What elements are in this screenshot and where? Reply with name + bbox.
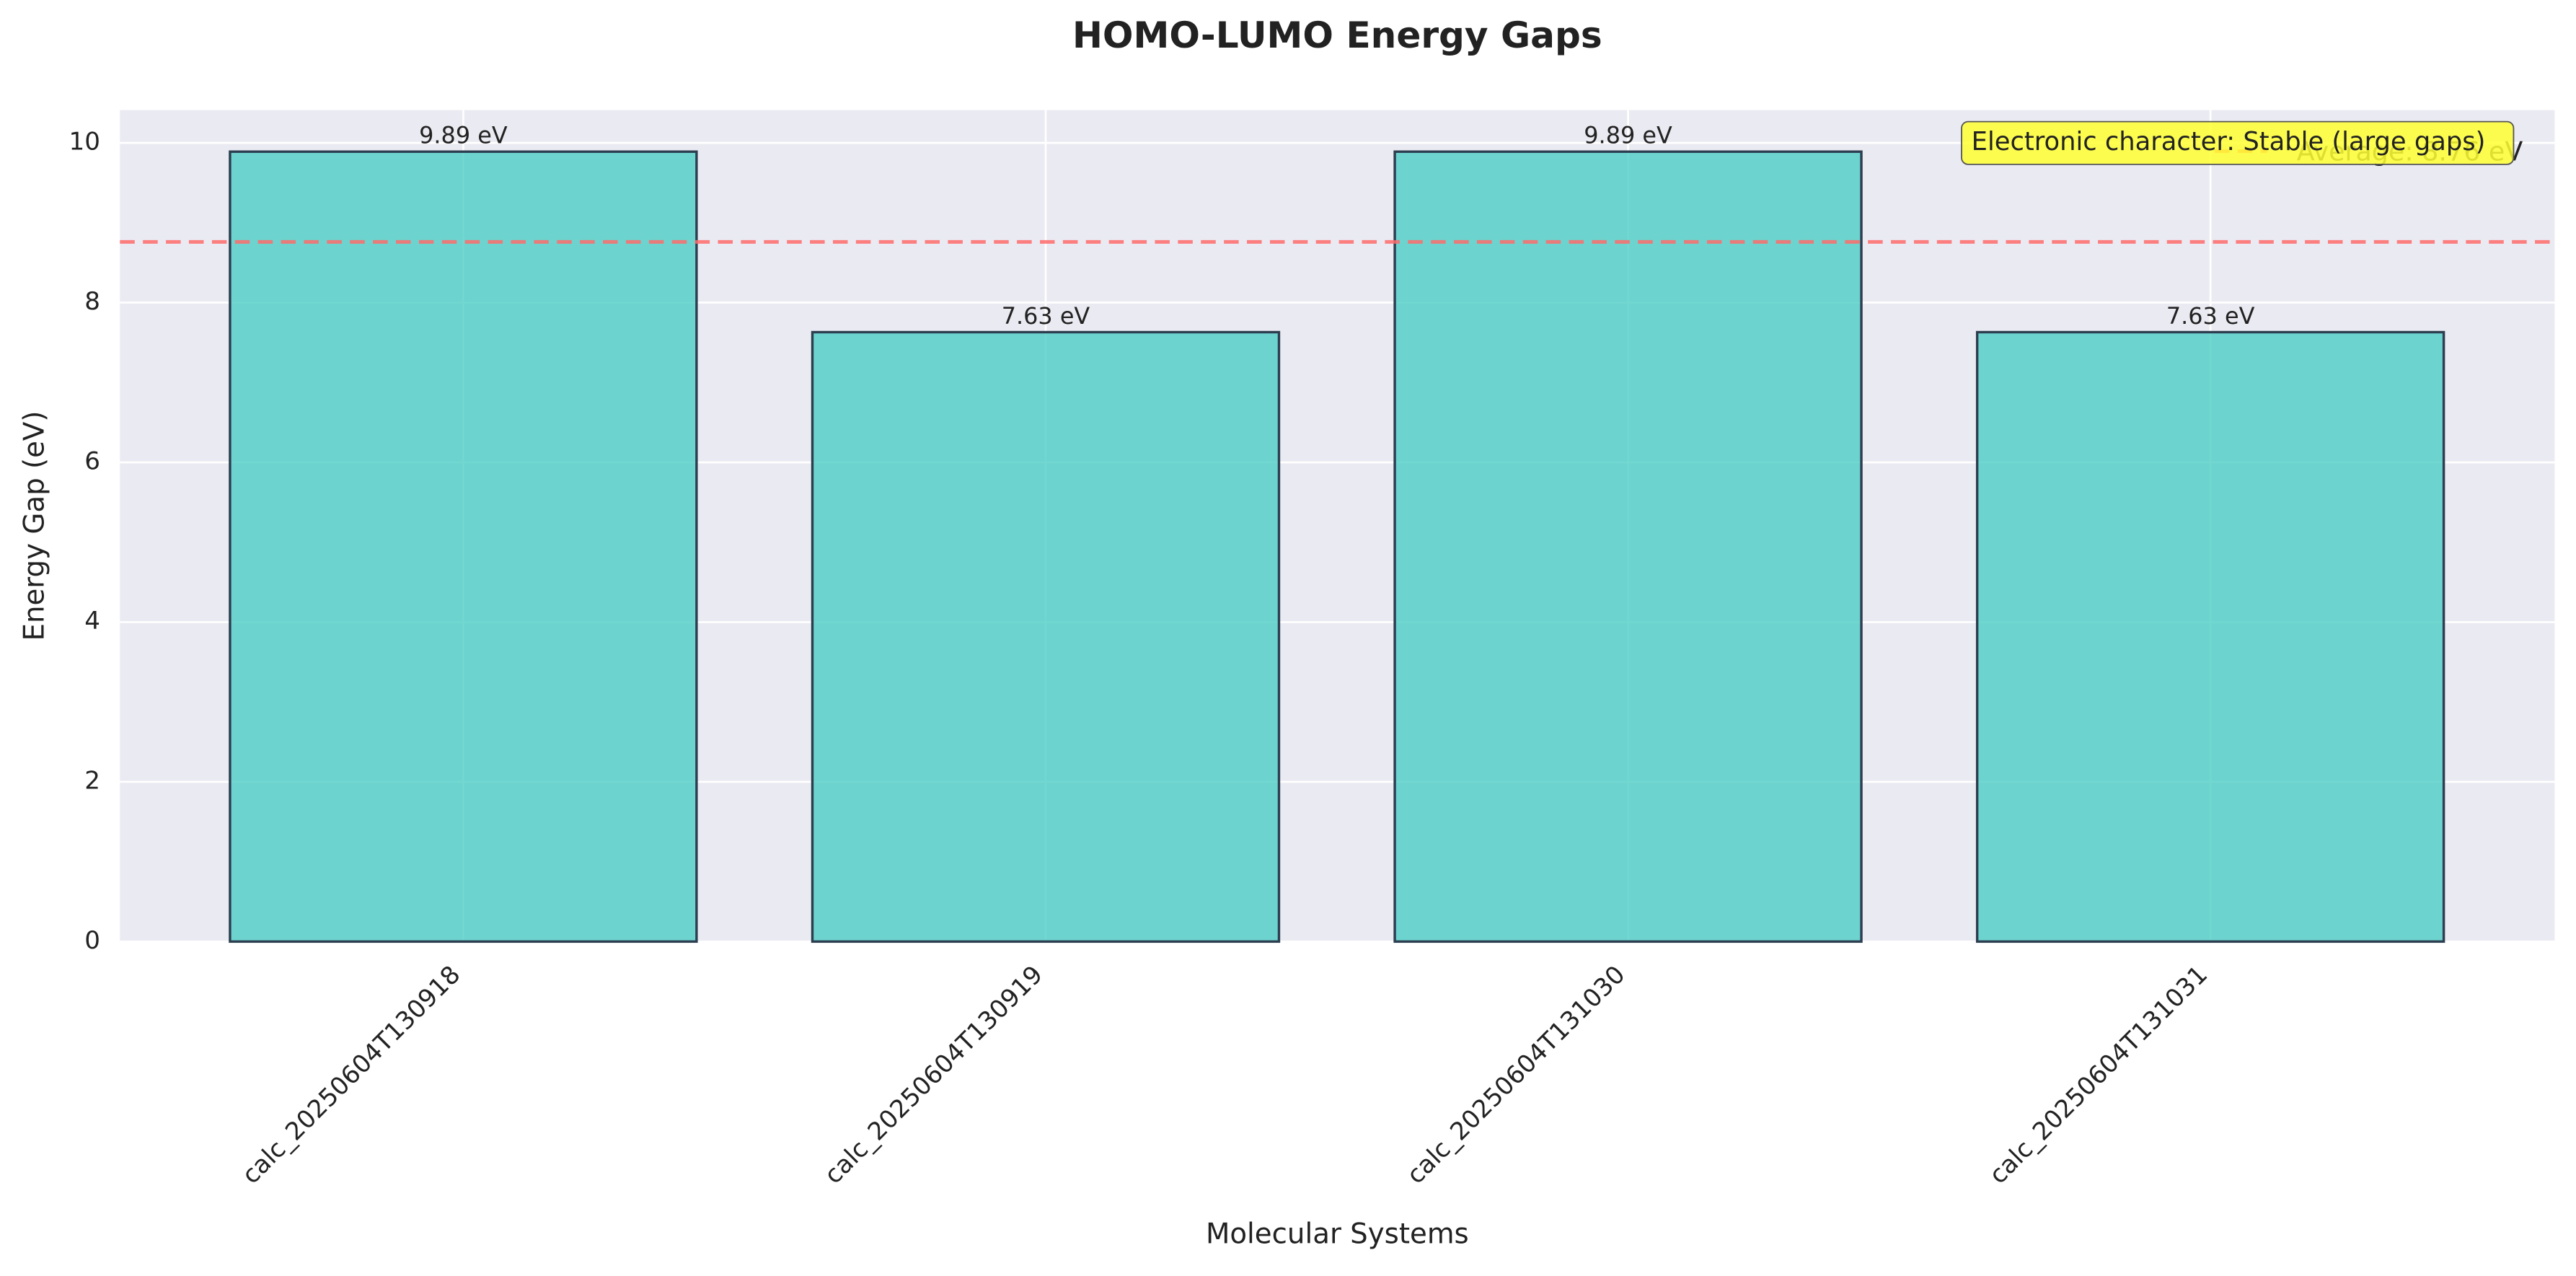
x-tick-label: calc_20250604T130918 <box>237 960 466 1189</box>
y-tick-label: 8 <box>84 287 100 316</box>
y-tick-label: 2 <box>84 766 100 795</box>
y-tick-label: 10 <box>69 128 100 157</box>
bar <box>1975 330 2445 943</box>
value-label: 7.63 eV <box>1002 302 1090 330</box>
bar <box>229 150 698 943</box>
bar <box>811 330 1281 943</box>
y-tick-label: 6 <box>84 446 100 475</box>
bar <box>1393 150 1863 943</box>
y-tick-label: 0 <box>84 926 100 955</box>
x-tick-label: calc_20250604T131030 <box>1401 960 1631 1189</box>
x-tick-label: calc_20250604T131031 <box>1984 960 2213 1189</box>
x-axis-label: Molecular Systems <box>1206 1218 1469 1251</box>
annotation: Electronic character: Stable (large gaps… <box>1972 127 2486 157</box>
x-tick-label: calc_20250604T130919 <box>819 960 1049 1189</box>
chart-title: HOMO-LUMO Energy Gaps <box>1072 14 1602 56</box>
marks <box>229 150 2445 943</box>
value-label: 9.89 eV <box>1584 122 1672 149</box>
annotation-box <box>1961 120 2515 165</box>
value-label: 9.89 eV <box>419 122 508 149</box>
y-axis-label: Energy Gap (eV) <box>19 411 51 641</box>
y-tick-label: 4 <box>84 607 100 635</box>
value-label: 7.63 eV <box>2166 302 2255 330</box>
